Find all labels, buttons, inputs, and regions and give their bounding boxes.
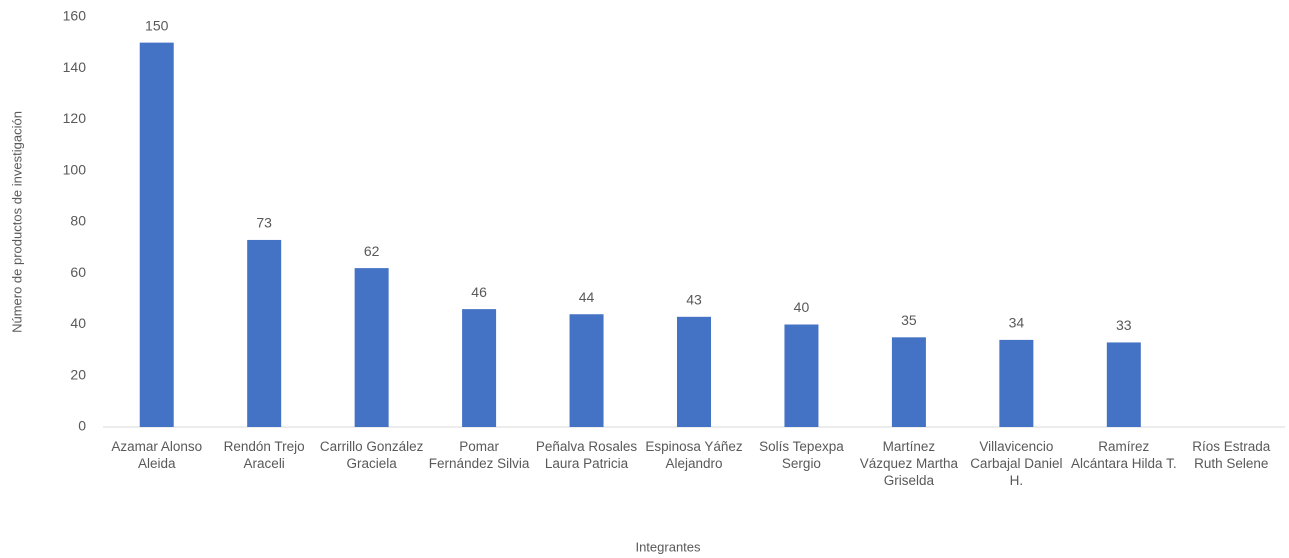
data-label: 43	[686, 292, 702, 308]
x-tick-label: Ramírez Alcántara Hilda T.	[1071, 439, 1177, 471]
y-tick-label: 60	[70, 264, 86, 280]
y-tick-label: 40	[70, 315, 86, 331]
y-tick-label: 140	[63, 59, 87, 75]
x-tick-label: Rendón Trejo Araceli	[223, 439, 305, 471]
bar	[462, 309, 497, 427]
data-label: 150	[145, 17, 169, 33]
data-label: 35	[901, 312, 917, 328]
x-tick-label: Villavicencio Carbajal Daniel H.	[970, 439, 1063, 488]
x-tick-label: Azamar Alonso Aleida	[111, 439, 203, 471]
x-tick-label: Ríos Estrada Ruth Selene	[1192, 439, 1271, 471]
data-label: 34	[1009, 315, 1025, 331]
y-axis-title: Número de productos de investigación	[9, 111, 24, 333]
bar	[569, 314, 604, 427]
data-label: 46	[471, 284, 487, 300]
y-tick-label: 80	[70, 213, 86, 229]
y-tick-label: 120	[63, 110, 87, 126]
y-tick-label: 160	[63, 8, 87, 24]
x-axis-title: Integrantes	[635, 539, 701, 554]
bar	[999, 339, 1034, 427]
x-tick-label: Espinosa Yáñez Alejandro	[645, 439, 743, 471]
data-label: 40	[794, 299, 810, 315]
x-tick-label: Solís Tepexpa Sergio	[759, 439, 844, 471]
data-label: 44	[579, 289, 595, 305]
bar	[891, 337, 926, 427]
bar	[677, 316, 711, 427]
bar	[354, 268, 389, 427]
x-tick-label: Martínez Vázquez Martha Griselda	[859, 439, 959, 488]
x-tick-label: Carrillo González Graciela	[319, 439, 424, 471]
bar	[247, 239, 282, 427]
bar	[784, 324, 819, 427]
x-tick-label: Peñalva Rosales Laura Patricia	[535, 439, 638, 471]
y-tick-label: 100	[63, 161, 87, 177]
data-label: 62	[364, 243, 380, 259]
data-label: 33	[1116, 317, 1132, 333]
data-label: 73	[256, 215, 272, 231]
bar	[139, 42, 174, 427]
x-tick-label: Pomar Fernández Silvia	[428, 439, 530, 471]
y-tick-label: 0	[78, 418, 86, 434]
y-tick-label: 20	[70, 366, 86, 382]
bar	[1106, 342, 1141, 427]
